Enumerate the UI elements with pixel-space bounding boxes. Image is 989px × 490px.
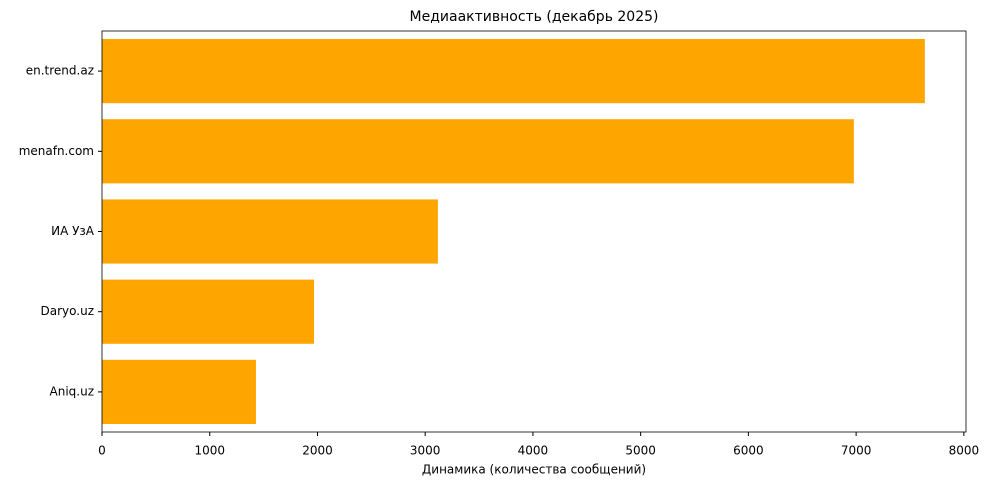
x-tick-label: 1000 — [194, 444, 225, 458]
x-tick-label: 2000 — [302, 444, 333, 458]
y-tick-label: ИА УзА — [51, 224, 95, 238]
x-tick-label: 6000 — [733, 444, 764, 458]
y-tick-label: en.trend.az — [26, 64, 94, 78]
plot-frame — [101, 30, 967, 433]
bar — [102, 359, 256, 424]
bar — [102, 119, 854, 184]
y-tick-label: Daryo.uz — [41, 304, 94, 318]
bar — [102, 279, 315, 344]
x-tick-label: 5000 — [625, 444, 656, 458]
y-tick-label: Aniq.uz — [50, 384, 94, 398]
x-tick-label: 3000 — [410, 444, 441, 458]
x-axis-label: Динамика (количества сообщений) — [422, 463, 646, 477]
bar — [102, 39, 925, 104]
x-tick-label: 8000 — [949, 444, 980, 458]
bar — [102, 199, 438, 264]
y-tick-label: menafn.com — [19, 144, 94, 158]
x-tick-label: 0 — [98, 444, 106, 458]
chart-title: Медиаактивность (декабрь 2025) — [410, 9, 659, 25]
x-tick-label: 4000 — [518, 444, 549, 458]
x-tick-label: 7000 — [841, 444, 872, 458]
